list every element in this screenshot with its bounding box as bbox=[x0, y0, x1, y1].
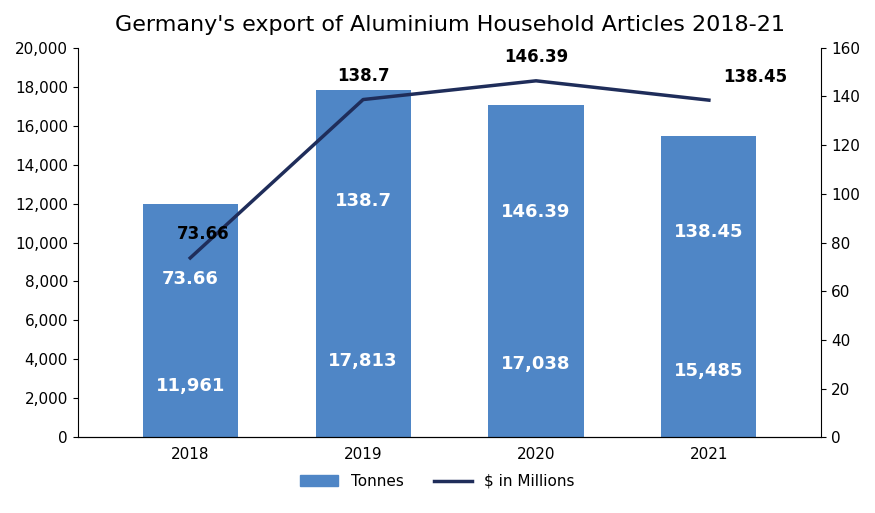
Text: 17,813: 17,813 bbox=[328, 352, 398, 370]
Legend: Tonnes, $ in Millions: Tonnes, $ in Millions bbox=[294, 468, 581, 495]
Text: 15,485: 15,485 bbox=[674, 362, 744, 380]
Text: 138.45: 138.45 bbox=[674, 223, 744, 241]
Title: Germany's export of Aluminium Household Articles 2018-21: Germany's export of Aluminium Household … bbox=[115, 15, 785, 35]
Text: 138.7: 138.7 bbox=[337, 67, 389, 85]
Text: 146.39: 146.39 bbox=[504, 48, 568, 66]
Text: 146.39: 146.39 bbox=[501, 203, 570, 221]
Text: 138.45: 138.45 bbox=[723, 68, 787, 86]
Bar bbox=[488, 105, 584, 438]
Bar bbox=[662, 135, 757, 438]
Text: 73.66: 73.66 bbox=[162, 270, 219, 288]
Text: 138.7: 138.7 bbox=[334, 192, 392, 210]
Text: 17,038: 17,038 bbox=[501, 356, 570, 373]
Text: 73.66: 73.66 bbox=[177, 225, 229, 243]
Text: 11,961: 11,961 bbox=[156, 377, 225, 395]
Bar bbox=[316, 90, 410, 438]
Bar bbox=[143, 204, 238, 438]
